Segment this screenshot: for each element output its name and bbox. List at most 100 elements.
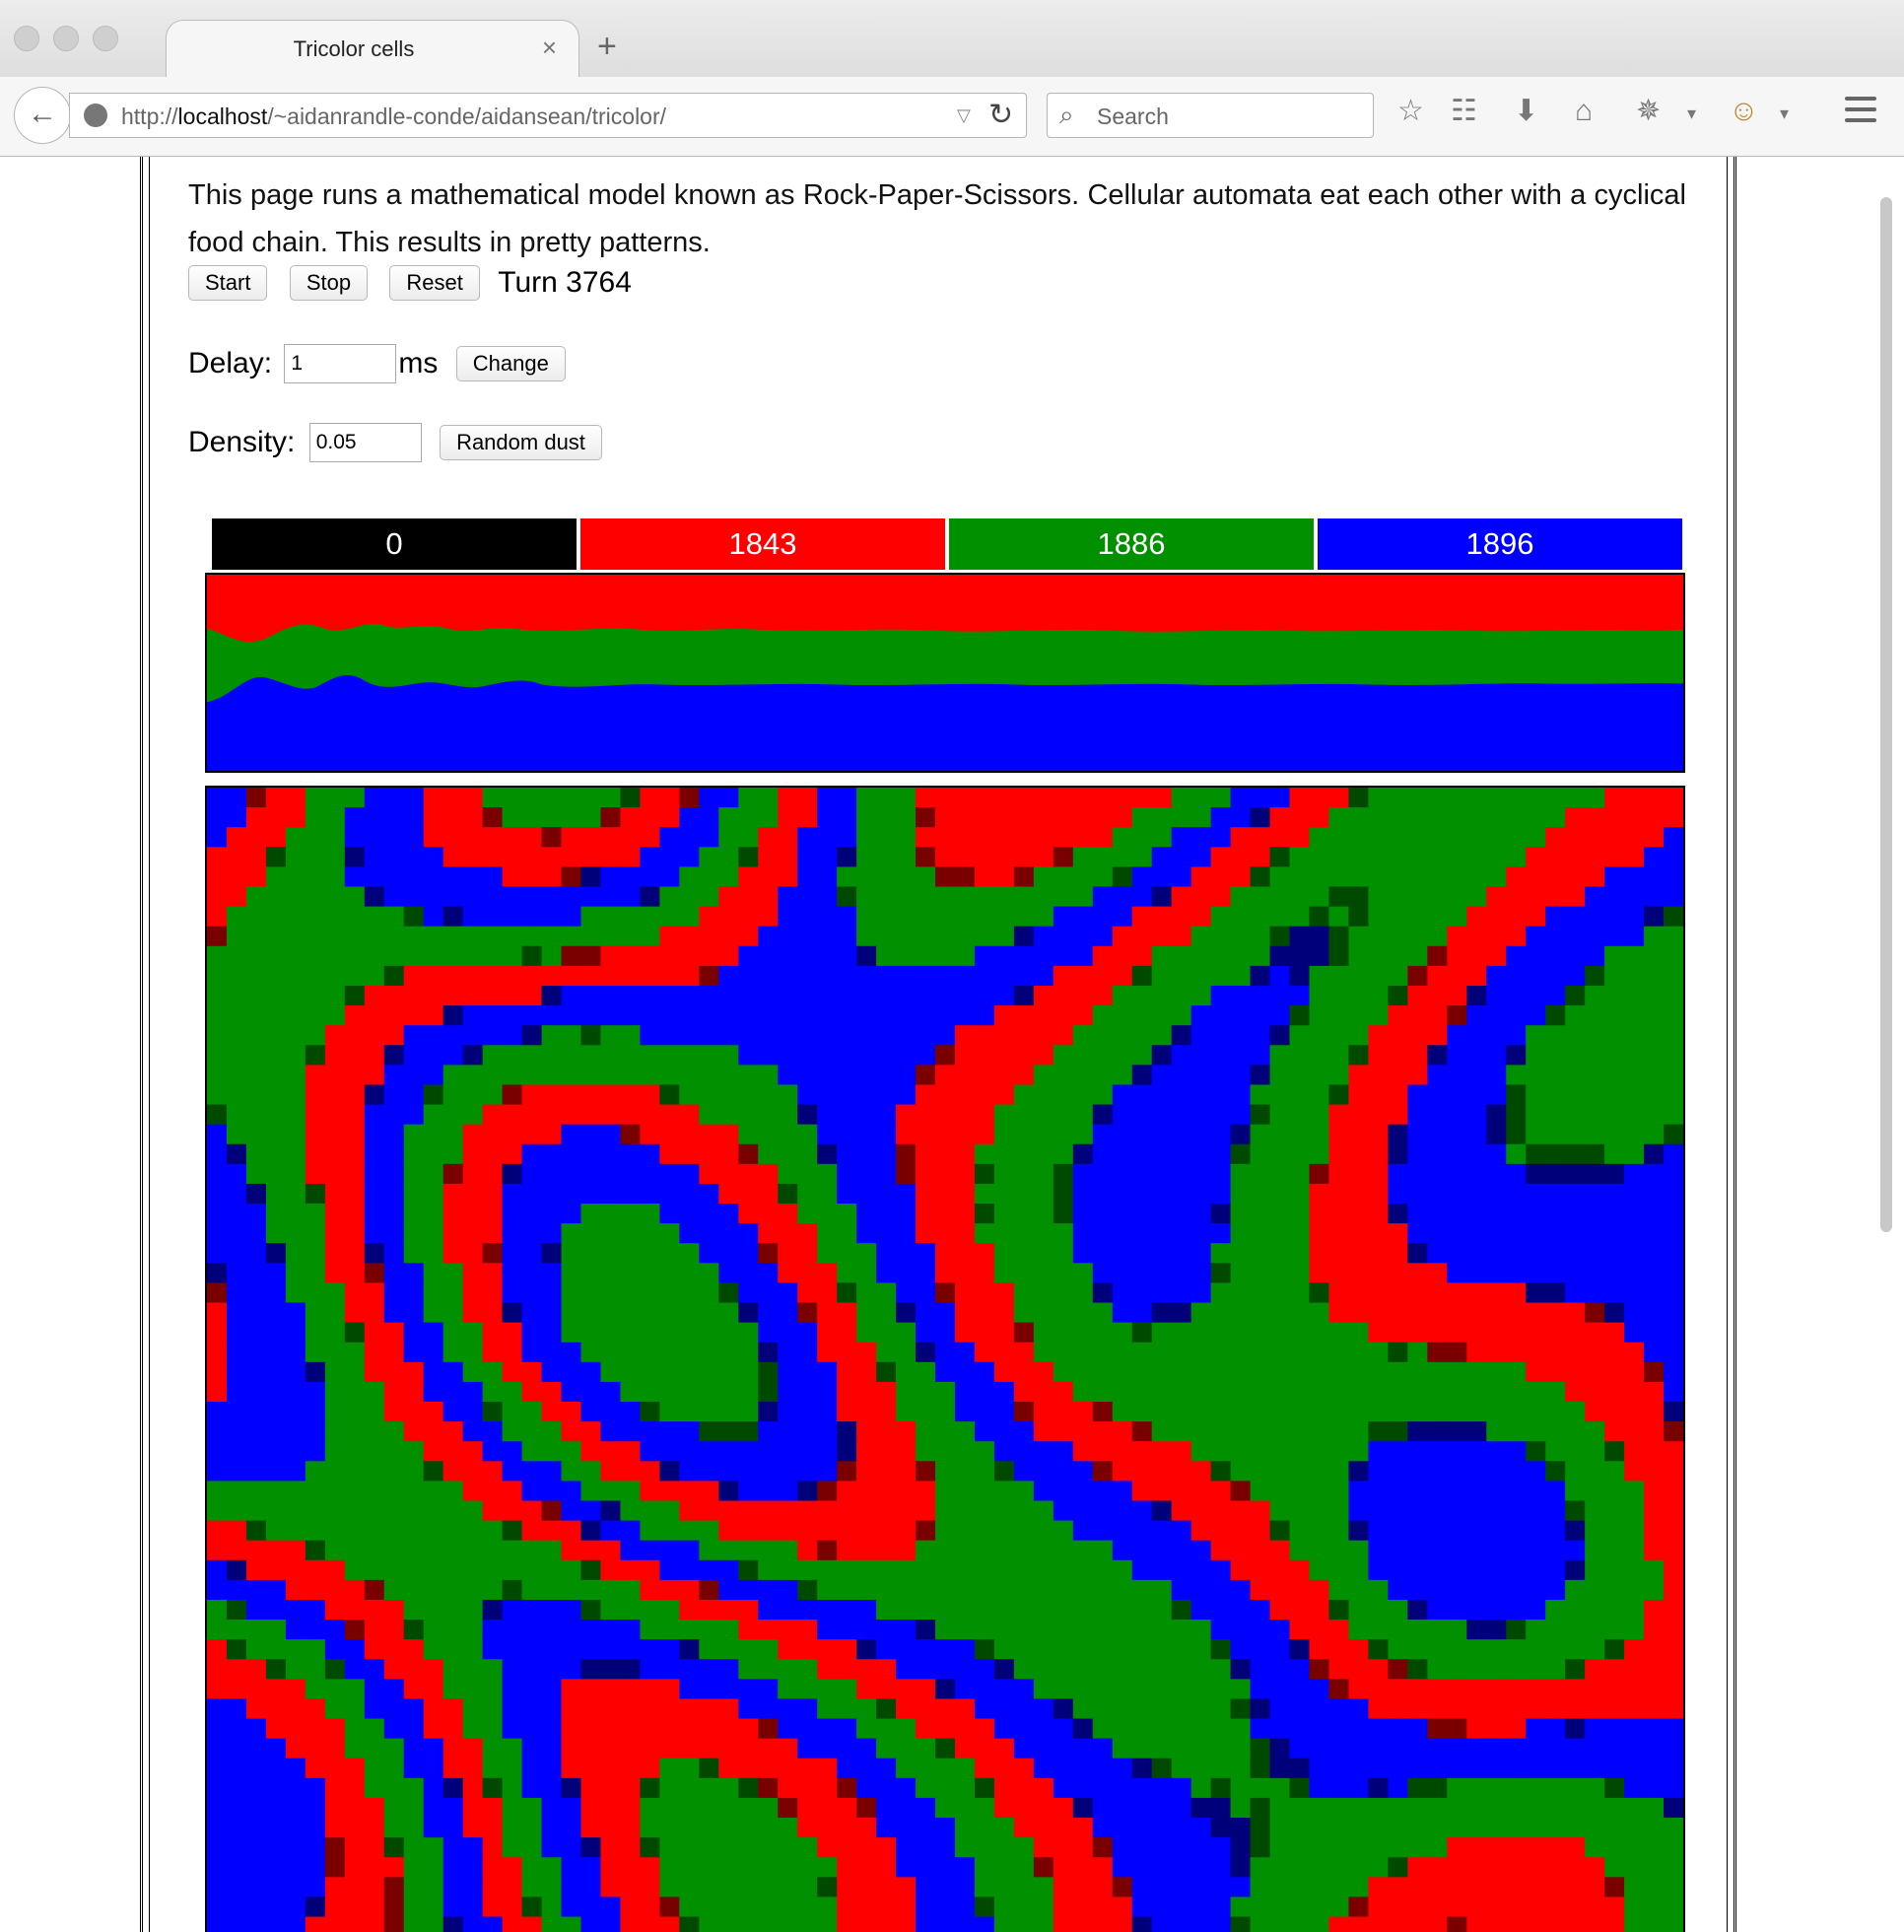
start-button[interactable]: Start [188, 265, 268, 302]
grid-cell [837, 1084, 857, 1106]
stop-button[interactable]: Stop [289, 265, 369, 302]
url-bar[interactable]: http://localhost/~aidanrandle-conde/aida… [69, 93, 1027, 138]
grid-cell [580, 1639, 602, 1660]
grid-cell [1526, 1837, 1546, 1858]
grid-cell [1289, 1639, 1311, 1660]
grid-cell [620, 1620, 642, 1640]
grid-cell [758, 1381, 779, 1403]
grid-cell [403, 1204, 425, 1224]
profile-dropdown-icon[interactable]: ▾ [1780, 104, 1790, 123]
grid-cell [1644, 1718, 1665, 1740]
grid-cell [856, 1818, 877, 1838]
reset-button[interactable]: Reset [389, 265, 480, 302]
grid-cell [442, 1659, 464, 1680]
grid-cell [207, 1124, 228, 1145]
zoom-window-button[interactable] [93, 26, 118, 51]
grid-cell [738, 1738, 759, 1760]
grid-cell [1526, 1559, 1546, 1581]
grid-cell [442, 1520, 464, 1542]
close-window-button[interactable] [14, 26, 39, 51]
grid-cell [1013, 1559, 1035, 1581]
star-icon[interactable]: ☆ [1397, 95, 1424, 127]
grid-cell [974, 1718, 995, 1740]
grid-cell [1368, 1045, 1389, 1066]
reading-list-icon[interactable]: ☷ [1451, 95, 1477, 127]
grid-cell [1210, 1599, 1232, 1621]
grid-cell [620, 1679, 642, 1700]
history-dropdown-icon[interactable]: ▽ [957, 105, 971, 125]
grid-cell [620, 1065, 642, 1086]
grid-cell [1131, 1322, 1153, 1344]
grid-cell [1269, 1738, 1291, 1760]
new-tab-button[interactable]: + [597, 28, 617, 65]
grid-cell [778, 1540, 798, 1561]
tab-tricolor[interactable]: Tricolor cells × [166, 20, 579, 79]
search-input[interactable]: ⌕ Search [1047, 93, 1374, 138]
grid-cell [935, 1698, 956, 1720]
grid-cell [1526, 1104, 1546, 1126]
grid-cell [1545, 1302, 1566, 1324]
extension-icon[interactable]: ✵ [1636, 95, 1662, 127]
grid-cell [954, 1639, 976, 1660]
grid-cell [580, 1738, 602, 1760]
grid-cell [1190, 965, 1212, 987]
grid-cell [1053, 1361, 1074, 1383]
graph-red-band [207, 575, 1683, 643]
grid-cell [1328, 807, 1350, 828]
profile-icon[interactable]: ☺ [1729, 95, 1759, 127]
grid-cell [1190, 866, 1212, 888]
grid-cell [699, 1421, 719, 1442]
cell-grid-canvas[interactable] [205, 786, 1685, 1932]
grid-cell [896, 866, 917, 888]
download-icon[interactable]: ⬇ [1514, 95, 1539, 127]
url-text[interactable]: http://localhost/~aidanrandle-conde/aida… [121, 104, 667, 129]
grid-cell [561, 1718, 582, 1740]
grid-cell [1151, 1204, 1173, 1224]
delay-input[interactable]: 1 [284, 344, 397, 383]
tab-close-icon[interactable]: × [541, 33, 557, 62]
menu-icon[interactable] [1845, 97, 1876, 129]
density-input[interactable]: 0.05 [308, 423, 422, 462]
grid-cell [344, 1143, 366, 1165]
grid-cell [1112, 1500, 1133, 1522]
minimize-window-button[interactable] [53, 26, 79, 51]
grid-cell [659, 1361, 680, 1383]
grid-cell [1092, 1263, 1114, 1284]
back-button[interactable]: ← [14, 87, 71, 144]
grid-cell [442, 1361, 464, 1383]
change-button[interactable]: Change [455, 346, 566, 381]
grid-cell [1486, 1124, 1507, 1145]
grid-cell [1506, 965, 1527, 987]
reload-icon[interactable]: ↻ [988, 99, 1014, 131]
grid-cell [1585, 1559, 1605, 1581]
grid-cell [876, 1758, 897, 1779]
grid-cell [954, 1104, 976, 1126]
grid-cell [383, 1679, 405, 1700]
grid-cell [1053, 1243, 1074, 1264]
random-dust-button[interactable]: Random dust [440, 425, 602, 460]
grid-cell [1486, 1481, 1507, 1502]
grid-cell [659, 1381, 680, 1403]
grid-cell [1210, 1797, 1232, 1819]
grid-cell [1368, 1402, 1389, 1422]
grid-cell [541, 1500, 563, 1522]
grid-cell [1565, 1639, 1586, 1660]
grid-cell [207, 1342, 228, 1363]
grid-cell [738, 1084, 759, 1106]
grid-cell [1289, 906, 1311, 928]
extension-dropdown-icon[interactable]: ▾ [1687, 104, 1697, 123]
grid-cell [324, 847, 346, 867]
grid-cell [1545, 1223, 1566, 1244]
grid-cell [1506, 926, 1527, 947]
grid-cell [423, 1263, 444, 1284]
grid-cell [896, 1381, 917, 1403]
grid-cell [600, 1163, 622, 1185]
grid-cell [1486, 866, 1507, 888]
grid-cell [1013, 886, 1035, 908]
grid-cell [265, 1263, 287, 1284]
grid-cell [1407, 945, 1428, 967]
home-icon[interactable]: ⌂ [1575, 95, 1594, 127]
grid-cell [442, 926, 464, 947]
grid-cell [974, 1381, 995, 1403]
page-scrollbar[interactable] [1880, 197, 1892, 1232]
